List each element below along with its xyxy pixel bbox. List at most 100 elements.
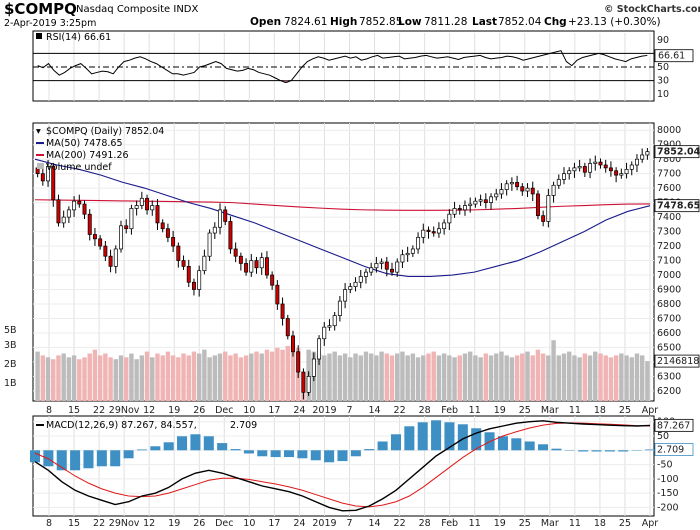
volume-bar — [181, 353, 186, 401]
x-tick-label: 2019 — [312, 518, 336, 529]
candle-body — [468, 203, 473, 206]
candle-body — [238, 255, 243, 264]
volume-bar — [202, 349, 207, 401]
volume-bar — [337, 355, 343, 401]
candle-body — [176, 245, 181, 261]
volume-bar — [494, 353, 499, 401]
ohlc-strip: Open 7824.61 High 7852.85 Low 7811.28 La… — [250, 16, 661, 28]
price-tick-label: 6300 — [657, 371, 681, 382]
candle-body — [369, 267, 374, 273]
volume-bar — [353, 353, 358, 401]
candle-body — [165, 228, 170, 238]
macd-histogram-bar — [150, 446, 161, 451]
volume-bar — [275, 347, 280, 401]
volume-bar — [488, 355, 494, 401]
volume-bar — [186, 355, 191, 401]
price-tick-label: 6500 — [657, 342, 681, 353]
candle-body — [520, 186, 525, 192]
candle-body — [546, 195, 551, 222]
candle-body — [426, 229, 431, 232]
x-tick-label: 10 — [243, 518, 255, 529]
x-tick-label: 7 — [346, 518, 352, 529]
volume-bar — [587, 355, 593, 401]
volume-bar — [499, 351, 504, 401]
macd-panel — [32, 415, 655, 517]
price-tick-label: 7000 — [657, 270, 681, 281]
candle-body — [56, 199, 61, 224]
volume-bar — [577, 357, 582, 401]
price-tick-label: 6900 — [657, 285, 681, 296]
volume-bar — [108, 357, 113, 401]
macd-histogram-bar — [591, 450, 602, 452]
volume-bar — [400, 351, 405, 401]
x-tick-label: 8 — [46, 518, 52, 529]
open-label: Open — [250, 16, 281, 28]
macd-histogram-bar — [177, 436, 188, 451]
volume-bar — [415, 357, 421, 401]
volume-bar — [567, 351, 572, 401]
volume-bar — [264, 349, 270, 401]
volume-bar — [103, 353, 108, 401]
macd-histogram-bar — [96, 450, 107, 467]
x-tick-label: 25 — [619, 518, 631, 529]
x-tick-label: 25 — [619, 405, 631, 416]
macd-hist-last-label: 2.709 — [657, 445, 684, 456]
volume-bar — [316, 353, 322, 401]
volume-bar — [395, 353, 400, 401]
volume-bar — [426, 353, 431, 401]
macd-histogram-bar — [431, 420, 442, 451]
macd-histogram-bar — [136, 449, 147, 451]
x-tick-label: 22 — [93, 405, 105, 416]
candle-body — [124, 225, 129, 230]
macd-histogram-bar — [270, 450, 281, 458]
volume-bar — [421, 355, 426, 401]
volume-bar — [280, 349, 285, 401]
candle-body — [306, 376, 311, 393]
candle-body — [311, 358, 316, 377]
volume-bar — [478, 357, 483, 401]
macd-histogram-bar — [417, 422, 428, 451]
price-tick-label: 7300 — [657, 227, 681, 238]
candle-body — [640, 154, 645, 160]
volume-bar — [582, 353, 588, 401]
candle-body — [191, 281, 196, 290]
x-tick-label: 11 — [569, 405, 581, 416]
x-tick-label: 24 — [293, 405, 305, 416]
volume-bar — [139, 355, 145, 401]
macd-histogram-bar — [310, 450, 321, 461]
volume-bar — [509, 357, 515, 401]
candle-body — [509, 182, 514, 185]
volume-bar — [61, 353, 66, 401]
macd-histogram-bar — [644, 449, 656, 451]
candle-body — [108, 255, 113, 267]
volume-bar — [259, 353, 264, 401]
macd-histogram-bar — [404, 426, 415, 451]
volume-bar — [593, 351, 598, 401]
macd-histogram-bar — [243, 450, 254, 454]
macd-last-box — [654, 418, 694, 432]
candle-body — [635, 158, 639, 166]
candle-body — [353, 281, 358, 287]
volume-bar — [473, 355, 478, 401]
macd-histogram-bar — [551, 448, 562, 451]
rsi-tick-label: 50 — [657, 62, 669, 73]
candle-body — [405, 252, 410, 256]
last-value: 7852.04 — [498, 16, 542, 28]
x-tick-label: Feb — [441, 405, 458, 416]
candle-body — [46, 166, 50, 182]
rsi-last-box — [654, 49, 694, 63]
candle-body — [202, 255, 207, 272]
candle-body — [619, 173, 624, 176]
candle-body — [233, 248, 238, 257]
macd-histogram-bar — [29, 450, 41, 463]
candle-body — [556, 179, 561, 186]
ma200-legend: MA(200) 7491.26 — [46, 150, 129, 161]
candle-body — [186, 265, 191, 283]
candle-body — [442, 222, 447, 230]
low-value: 7811.28 — [424, 16, 467, 28]
macd-histogram-bar — [390, 434, 401, 451]
macd-histogram-bar — [43, 450, 54, 467]
volume-bar — [431, 351, 436, 401]
volume-tick-label: 3B — [4, 340, 17, 351]
volume-bar — [212, 355, 218, 401]
